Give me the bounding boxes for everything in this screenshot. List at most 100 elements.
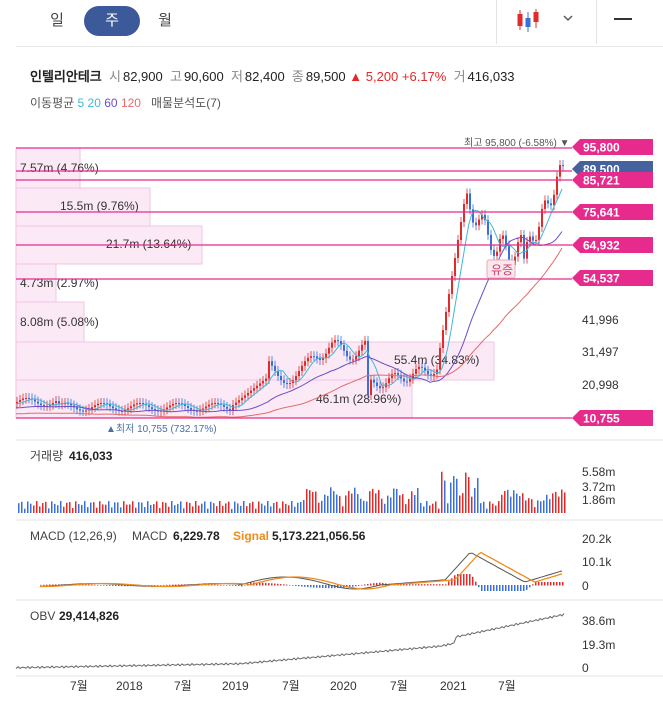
price-level-lines: 95,80089,50085,72175,64164,93254,53710,7… <box>16 139 653 426</box>
volume-bar <box>450 482 452 513</box>
volume-bar <box>447 503 449 513</box>
volume-bar <box>453 476 455 513</box>
macd-histogram-bar <box>88 584 90 586</box>
volume-bar <box>546 494 548 513</box>
macd-histogram-bar <box>415 584 417 586</box>
volume-bar <box>282 501 284 513</box>
macd-histogram-bar <box>172 584 174 586</box>
macd-histogram-bar <box>277 583 279 586</box>
macd-histogram-bar <box>535 582 537 586</box>
volume-bar <box>204 501 206 513</box>
high-note: 최고 95,800 (-6.58%) ▼ <box>464 137 570 149</box>
volume-bar <box>357 494 359 513</box>
volume-bar <box>30 503 32 513</box>
volume-bar <box>441 471 443 513</box>
candle-body <box>397 373 399 375</box>
tab-month[interactable]: 월 <box>158 12 172 29</box>
volume-bar <box>498 501 500 513</box>
volume-bar <box>519 496 521 513</box>
candle-body <box>316 356 318 359</box>
macd-histogram-bar <box>226 585 228 586</box>
volume-bar <box>153 504 155 513</box>
volume-bar <box>99 501 101 513</box>
macd-histogram-bar <box>499 585 501 591</box>
macd-histogram-bar <box>364 584 366 586</box>
tab-week[interactable]: 주 <box>84 6 140 36</box>
candle-body <box>58 401 60 405</box>
header-divider <box>16 46 663 47</box>
volume-bar <box>63 506 65 513</box>
candle-body <box>484 214 486 221</box>
volume-bar <box>270 506 272 513</box>
volume-bar <box>126 504 128 513</box>
open-value: 82,900 <box>122 69 163 84</box>
candle-body <box>202 408 204 411</box>
candle-body <box>232 405 234 411</box>
volume-bar <box>267 501 269 513</box>
moving-average-legend[interactable]: 이동평균 5 20 60 120 매물분석도(7) <box>30 94 221 111</box>
chart-type-button[interactable] <box>508 6 584 36</box>
macd-histogram-bar <box>121 585 123 587</box>
volume-bar <box>21 501 23 513</box>
time-axis-label: 7월 <box>390 679 408 693</box>
volume-bar <box>348 490 350 513</box>
macd-histogram-bar <box>259 582 261 586</box>
menu-button[interactable] <box>610 14 636 30</box>
macd-histogram-bar <box>466 574 468 586</box>
macd-histogram-bar <box>298 585 300 587</box>
volume-bar <box>354 487 356 513</box>
volume-bar <box>294 506 296 513</box>
tab-day[interactable]: 일 <box>50 12 64 29</box>
macd-histogram-bar <box>502 585 504 591</box>
macd-histogram-bar <box>292 585 294 586</box>
volume-bar <box>189 502 191 513</box>
volume-profile-label: 4.73m (2.97%) <box>20 276 99 290</box>
volume-profile-label: 매물분석도(7) <box>151 96 221 110</box>
candle-body <box>541 208 543 227</box>
volume-bar <box>489 501 491 513</box>
macd-histogram-bar <box>430 584 432 586</box>
candle-body <box>430 374 432 376</box>
macd-histogram-bar <box>511 585 513 591</box>
macd-histogram-bar <box>94 584 96 586</box>
volume-bar <box>222 505 224 513</box>
candle-body <box>40 403 42 406</box>
macd-histogram-bar <box>463 574 465 586</box>
volume-bar <box>171 501 173 513</box>
candle-body <box>544 200 546 209</box>
low-value: 82,400 <box>244 69 285 84</box>
price-axis: 41,996 31,497 20,998 <box>582 313 619 392</box>
volume-bar <box>363 500 365 513</box>
macd-histogram-bar <box>523 585 525 591</box>
ma-120: 120 <box>120 96 141 110</box>
macd-histogram-bar <box>322 585 324 588</box>
macd-histogram-bar <box>265 582 267 586</box>
candle-body <box>469 193 471 210</box>
volume-bar <box>420 502 422 513</box>
macd-histogram-bar <box>433 584 435 586</box>
candle-body <box>328 347 330 354</box>
macd-histogram-bar <box>328 585 330 589</box>
volume-bar <box>534 507 536 513</box>
macd-histogram-bar <box>289 584 291 586</box>
candle-body <box>310 356 312 358</box>
volume-bar <box>159 508 161 513</box>
ma-5: 5 <box>77 96 85 110</box>
macd-panel-label: MACD (12,26,9) <box>30 529 117 543</box>
macd-histogram-bar <box>454 575 456 586</box>
candle-body <box>208 404 210 407</box>
ma20-line <box>15 188 563 411</box>
candle-body <box>223 404 225 407</box>
low-label: 저 <box>230 69 243 84</box>
macd-histogram-bar <box>421 584 423 586</box>
macd-histogram-bar <box>250 582 252 586</box>
volume-bar <box>90 502 92 513</box>
candle-body <box>100 403 102 405</box>
macd-histogram-bar <box>208 584 210 586</box>
candle-body <box>112 406 114 409</box>
candle-body <box>442 330 444 348</box>
candle-body <box>415 369 417 374</box>
candle-body <box>460 222 462 240</box>
candle-body <box>508 245 510 260</box>
